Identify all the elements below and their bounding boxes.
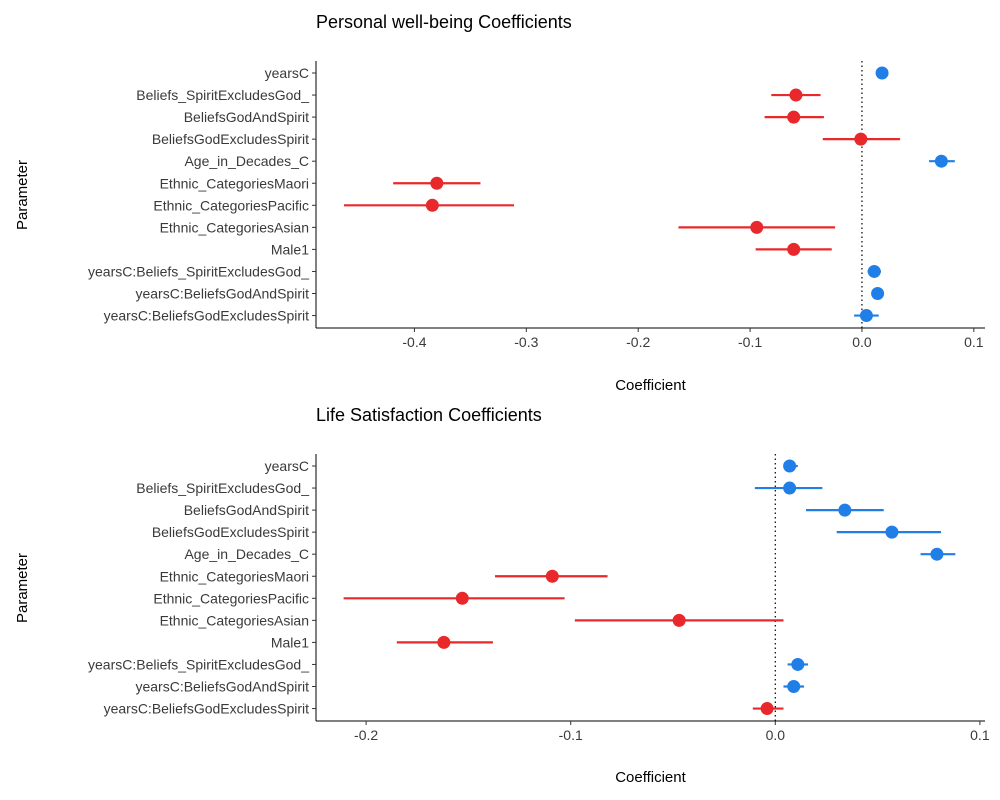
x-tick-label: -0.2 (626, 334, 650, 350)
y-category-label: BeliefsGodAndSpirit (184, 109, 309, 125)
coefficient-point (791, 657, 805, 671)
coefficient-point (789, 88, 803, 102)
coefficient-point (838, 503, 852, 517)
y-category-label: BeliefsGodAndSpirit (184, 502, 309, 518)
x-tick-label: 0.1 (970, 727, 990, 743)
coefficient-point (871, 287, 885, 300)
y-category-label: Ethnic_CategoriesPacific (153, 197, 309, 213)
y-category-label: Ethnic_CategoriesAsian (160, 612, 309, 628)
x-axis-title: Coefficient (615, 377, 686, 394)
x-tick-label: 0.0 (766, 727, 786, 743)
coefficient-point (425, 198, 439, 212)
chart-title: Life Satisfaction Coefficients (316, 405, 542, 425)
x-axis-title: Coefficient (615, 769, 686, 786)
x-tick-label: -0.3 (514, 334, 538, 350)
y-category-label: Age_in_Decades_C (184, 153, 309, 169)
y-axis-title: Parameter (14, 160, 31, 230)
y-category-label: yearsC:BeliefsGodAndSpirit (135, 286, 309, 302)
x-tick-label: -0.1 (738, 334, 762, 350)
y-category-label: Ethnic_CategoriesPacific (153, 590, 309, 606)
y-category-label: BeliefsGodExcludesSpirit (152, 524, 309, 540)
y-category-label: yearsC:BeliefsGodExcludesSpirit (104, 308, 310, 324)
y-category-label: Ethnic_CategoriesAsian (160, 219, 309, 235)
y-category-label: Age_in_Decades_C (184, 546, 309, 562)
coefficient-point (885, 525, 899, 539)
y-category-label: Ethnic_CategoriesMaori (160, 568, 309, 584)
coefficient-point (867, 264, 881, 278)
coefficient-point (930, 547, 944, 561)
y-axis-title: Parameter (14, 553, 31, 623)
y-category-label: yearsC (265, 65, 309, 81)
y-category-label: Male1 (271, 241, 309, 257)
x-tick-label: -0.2 (354, 727, 378, 743)
y-category-label: Beliefs_SpiritExcludesGod_ (136, 87, 309, 103)
y-category-label: Male1 (271, 634, 309, 650)
coefficient-point (783, 481, 797, 495)
coefficient-point (672, 613, 686, 627)
y-category-label: yearsC:BeliefsGodAndSpirit (135, 679, 309, 695)
y-category-label: yearsC:Beliefs_SpiritExcludesGod_ (88, 656, 309, 672)
y-category-label: Ethnic_CategoriesMaori (160, 175, 309, 191)
x-tick-label: -0.1 (559, 727, 583, 743)
coefficient-point (787, 680, 801, 693)
coefficient-point (875, 66, 889, 80)
coefficient-point (760, 702, 774, 716)
coefficient-point (545, 569, 559, 583)
y-category-label: Beliefs_SpiritExcludesGod_ (136, 480, 309, 496)
y-category-label: BeliefsGodExcludesSpirit (152, 131, 309, 147)
coefficient-point (934, 154, 948, 168)
coefficient-point (787, 110, 801, 124)
panel-personal-wellbeing: Personal well-being Coefficients -0.4 -0.3… (14, 12, 985, 394)
coefficient-point (430, 176, 444, 190)
chart-title: Personal well-being Coefficients (316, 12, 572, 32)
coefficient-point (859, 309, 873, 323)
x-tick-label: -0.4 (402, 334, 426, 350)
coefficient-point (787, 242, 801, 256)
coefficient-point (854, 132, 868, 146)
coefficient-point (455, 591, 469, 605)
coefficient-point (437, 635, 451, 649)
y-category-label: yearsC (265, 458, 309, 474)
y-category-label: yearsC:BeliefsGodExcludesSpirit (104, 701, 310, 717)
coefficient-point (750, 220, 764, 234)
coefficient-point (783, 459, 797, 473)
x-tick-label: 0.0 (852, 334, 872, 350)
panel-life-satisfaction: Life Satisfaction Coefficients -0.2 -0.1 0.… (14, 405, 990, 786)
x-tick-label: 0.1 (964, 334, 984, 350)
y-category-label: yearsC:Beliefs_SpiritExcludesGod_ (88, 263, 309, 279)
